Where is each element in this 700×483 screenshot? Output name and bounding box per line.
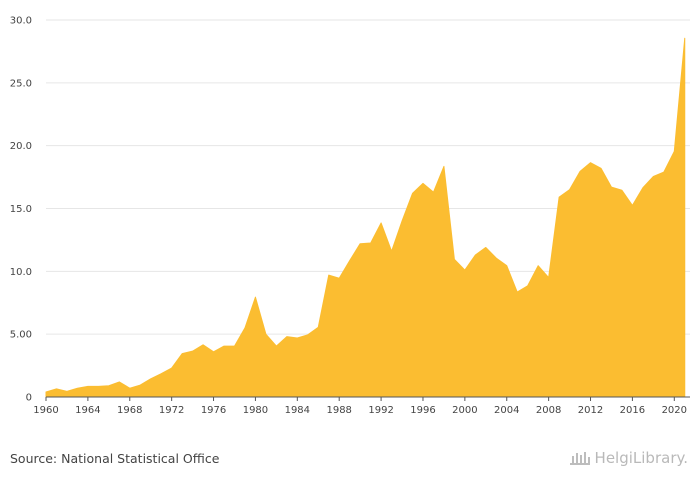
x-tick-label: 1976 xyxy=(201,405,226,416)
library-building-icon xyxy=(569,452,590,465)
y-tick-label: 5.00 xyxy=(10,330,32,341)
y-tick-label: 20.0 xyxy=(10,141,32,152)
x-tick-label: 1964 xyxy=(75,405,100,416)
y-tick-label: 0 xyxy=(26,393,32,404)
x-tick-label: 2016 xyxy=(620,405,645,416)
x-tick-label: 1968 xyxy=(117,405,142,416)
x-tick-label: 2020 xyxy=(662,405,687,416)
x-tick-label: 1992 xyxy=(368,405,393,416)
y-tick-label: 15.0 xyxy=(10,204,32,215)
x-tick-label: 1972 xyxy=(159,405,184,416)
x-tick-label: 1988 xyxy=(326,405,351,416)
x-tick-label: 2004 xyxy=(494,405,519,416)
area-series xyxy=(45,37,686,398)
x-tick-label: 2008 xyxy=(536,405,561,416)
y-tick-label: 25.0 xyxy=(10,78,32,89)
y-tick-label: 10.0 xyxy=(10,267,32,278)
x-tick-label: 1996 xyxy=(410,405,435,416)
y-axis-labels: 0 5.00 10.0 15.0 20.0 25.0 30.0 xyxy=(10,16,32,404)
x-tick-label: 1984 xyxy=(285,405,310,416)
axes xyxy=(45,396,690,401)
data-area xyxy=(45,37,686,398)
x-tick-label: 2012 xyxy=(578,405,603,416)
logo-text: HelgiLibrary. xyxy=(594,449,688,467)
x-tick-label: 1980 xyxy=(243,405,268,416)
x-axis-labels: 1960 1964 1968 1972 1976 1980 1984 1988 1992 1996… xyxy=(33,405,687,416)
helgi-library-logo: HelgiLibrary. xyxy=(569,449,688,467)
x-tick-label: 1960 xyxy=(33,405,58,416)
x-tick-label: 2000 xyxy=(452,405,477,416)
y-tick-label: 30.0 xyxy=(10,16,32,27)
source-note: Source: National Statistical Office xyxy=(10,451,220,466)
